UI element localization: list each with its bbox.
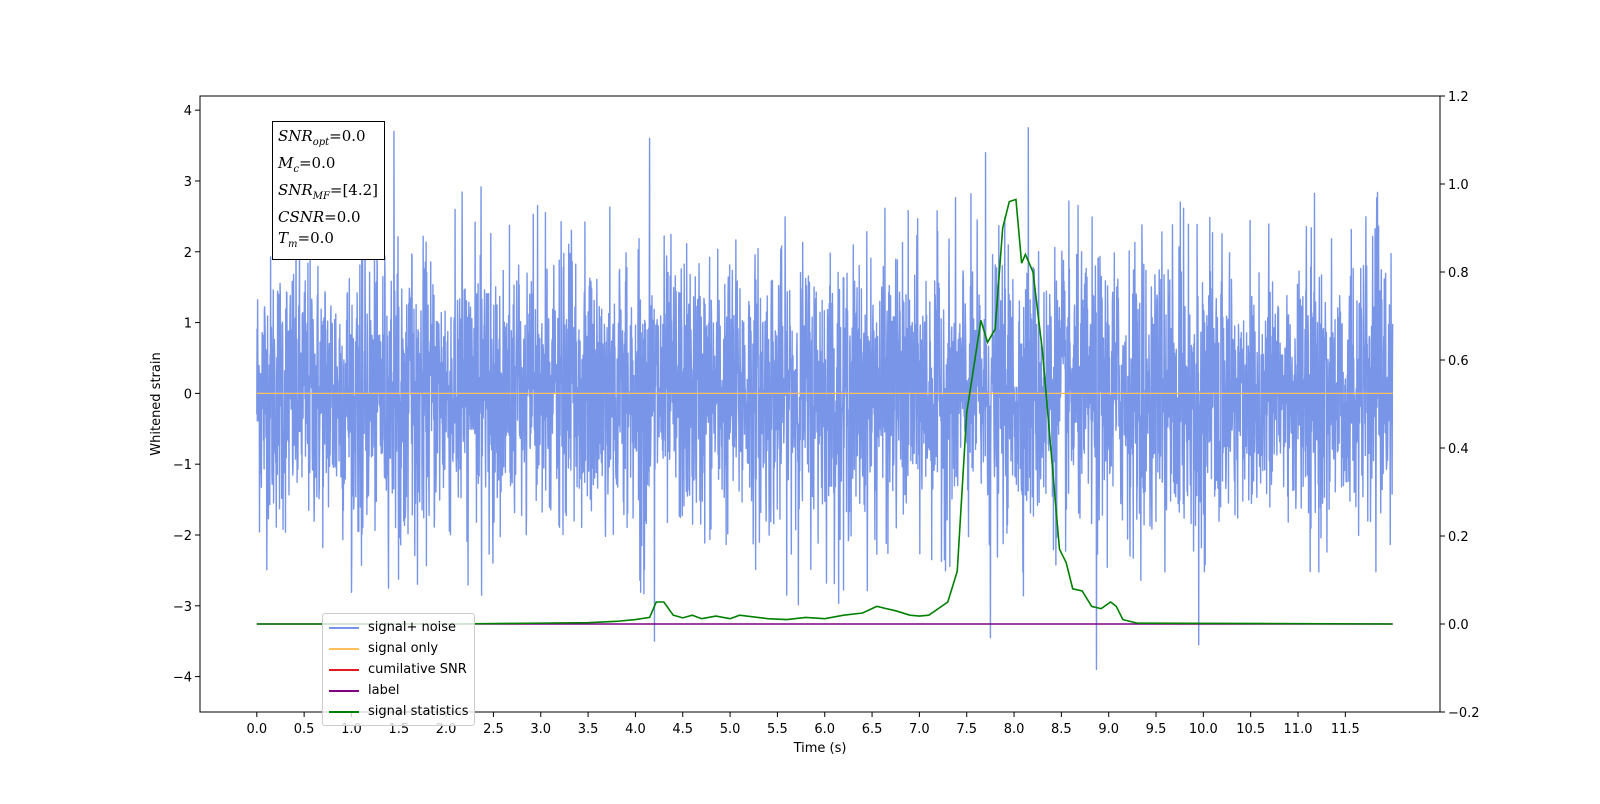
legend-swatch [329,689,359,692]
x-tick-label: 6.5 [862,722,883,737]
y-axis-left: −4 −3 −2 −1 0 1 2 3 4 [173,104,200,686]
x-tick-label: 5.0 [720,722,741,737]
x-tick-label: 4.0 [625,722,646,737]
y-tick-label: −4 [173,671,192,686]
annotation-box: SNRopt=0.0 Mc=0.0 SNRMF=[4.2] CSNR=0.0 Tm=0.… [272,121,386,260]
y-axis-label: Whitened strain [149,352,164,455]
y-tick-label: −2 [173,529,192,544]
x-tick-label: 0.5 [294,722,315,737]
annotation-sub: m [288,239,298,250]
x-tick-label: 8.5 [1051,722,1072,737]
y-tick-label: 3 [184,175,192,190]
y2-tick-label: 0.8 [1448,266,1469,281]
plot-area [256,127,1394,671]
legend-swatch [329,668,359,671]
y-tick-label: 1 [184,317,192,332]
y-axis-right: −0.2 0.0 0.2 0.4 0.6 0.8 1.0 1.2 [1440,90,1480,721]
y-tick-label: 4 [184,104,192,119]
legend-label: signal only [368,641,439,656]
annotation-value: =0.0 [329,127,366,145]
y2-tick-label: 0.2 [1448,530,1469,545]
y-tick-label: −1 [173,458,192,473]
y-tick-label: 0 [184,387,192,402]
series-line-signal-statistics [256,198,1393,625]
annotation-value: =[4.2] [329,181,379,199]
x-tick-label: 11.5 [1331,722,1360,737]
y2-tick-label: 1.0 [1448,178,1469,193]
x-tick-label: 10.0 [1189,722,1218,737]
annotation-line: CSNR=0.0 [278,207,378,228]
x-tick-label: 7.0 [909,722,930,737]
y2-tick-label: 0.6 [1448,354,1469,369]
legend-label: cumilative SNR [368,662,467,677]
annotation-var: M [278,154,294,172]
x-tick-label: 7.5 [956,722,977,737]
legend-entry: cumilative SNR [329,659,469,680]
annotation-line: Tm=0.0 [278,228,378,255]
legend-label: signal+ noise [368,620,457,635]
annotation-line: Mc=0.0 [278,153,378,180]
x-axis-label: Time (s) [793,741,847,756]
annotation-var: T [278,229,289,247]
x-tick-label: 2.5 [483,722,504,737]
legend-swatch [329,647,359,650]
x-tick-label: 9.5 [1146,722,1167,737]
x-tick-label: 8.0 [1004,722,1025,737]
legend-entry: signal+ noise [329,617,469,638]
y-tick-label: −3 [173,600,192,615]
annotation-sub: MF [312,191,330,202]
legend-entry: signal only [329,638,469,659]
x-tick-label: 10.5 [1236,722,1265,737]
legend-swatch [329,626,359,629]
annotation-value: =0.0 [324,208,361,226]
y2-tick-label: 0.4 [1448,442,1469,457]
legend-label: signal statistics [368,704,469,719]
annotation-line: SNRopt=0.0 [278,126,378,153]
x-tick-label: 5.5 [767,722,788,737]
annotation-sub: opt [312,137,330,148]
x-tick-label: 9.0 [1098,722,1119,737]
legend-entry: label [329,680,469,701]
plot-frame [199,95,1441,713]
annotation-var: CSNR [278,208,325,226]
annotation-sub: c [293,164,299,175]
annotation-line: SNRMF=[4.2] [278,180,378,207]
legend-entry: signal statistics [329,701,469,722]
legend: signal+ noise signal only cumilative SNR la… [322,613,475,726]
annotation-value: =0.0 [298,154,336,172]
legend-swatch [329,710,359,713]
series-line-signal-noise [256,127,1394,671]
x-tick-label: 4.5 [672,722,693,737]
annotation-var: SNR [278,127,313,145]
x-tick-label: 3.5 [578,722,599,737]
y2-tick-label: −0.2 [1448,706,1480,721]
annotation-var: SNR [278,181,313,199]
annotation-value: =0.0 [297,229,334,247]
x-tick-label: 6.0 [814,722,835,737]
y2-tick-label: 1.2 [1448,90,1469,105]
y2-tick-label: 0.0 [1448,618,1469,633]
x-tick-label: 3.0 [530,722,551,737]
y-tick-label: 2 [184,246,192,261]
x-tick-label: 0.0 [246,722,267,737]
legend-label: label [368,683,400,698]
x-tick-label: 11.0 [1284,722,1313,737]
